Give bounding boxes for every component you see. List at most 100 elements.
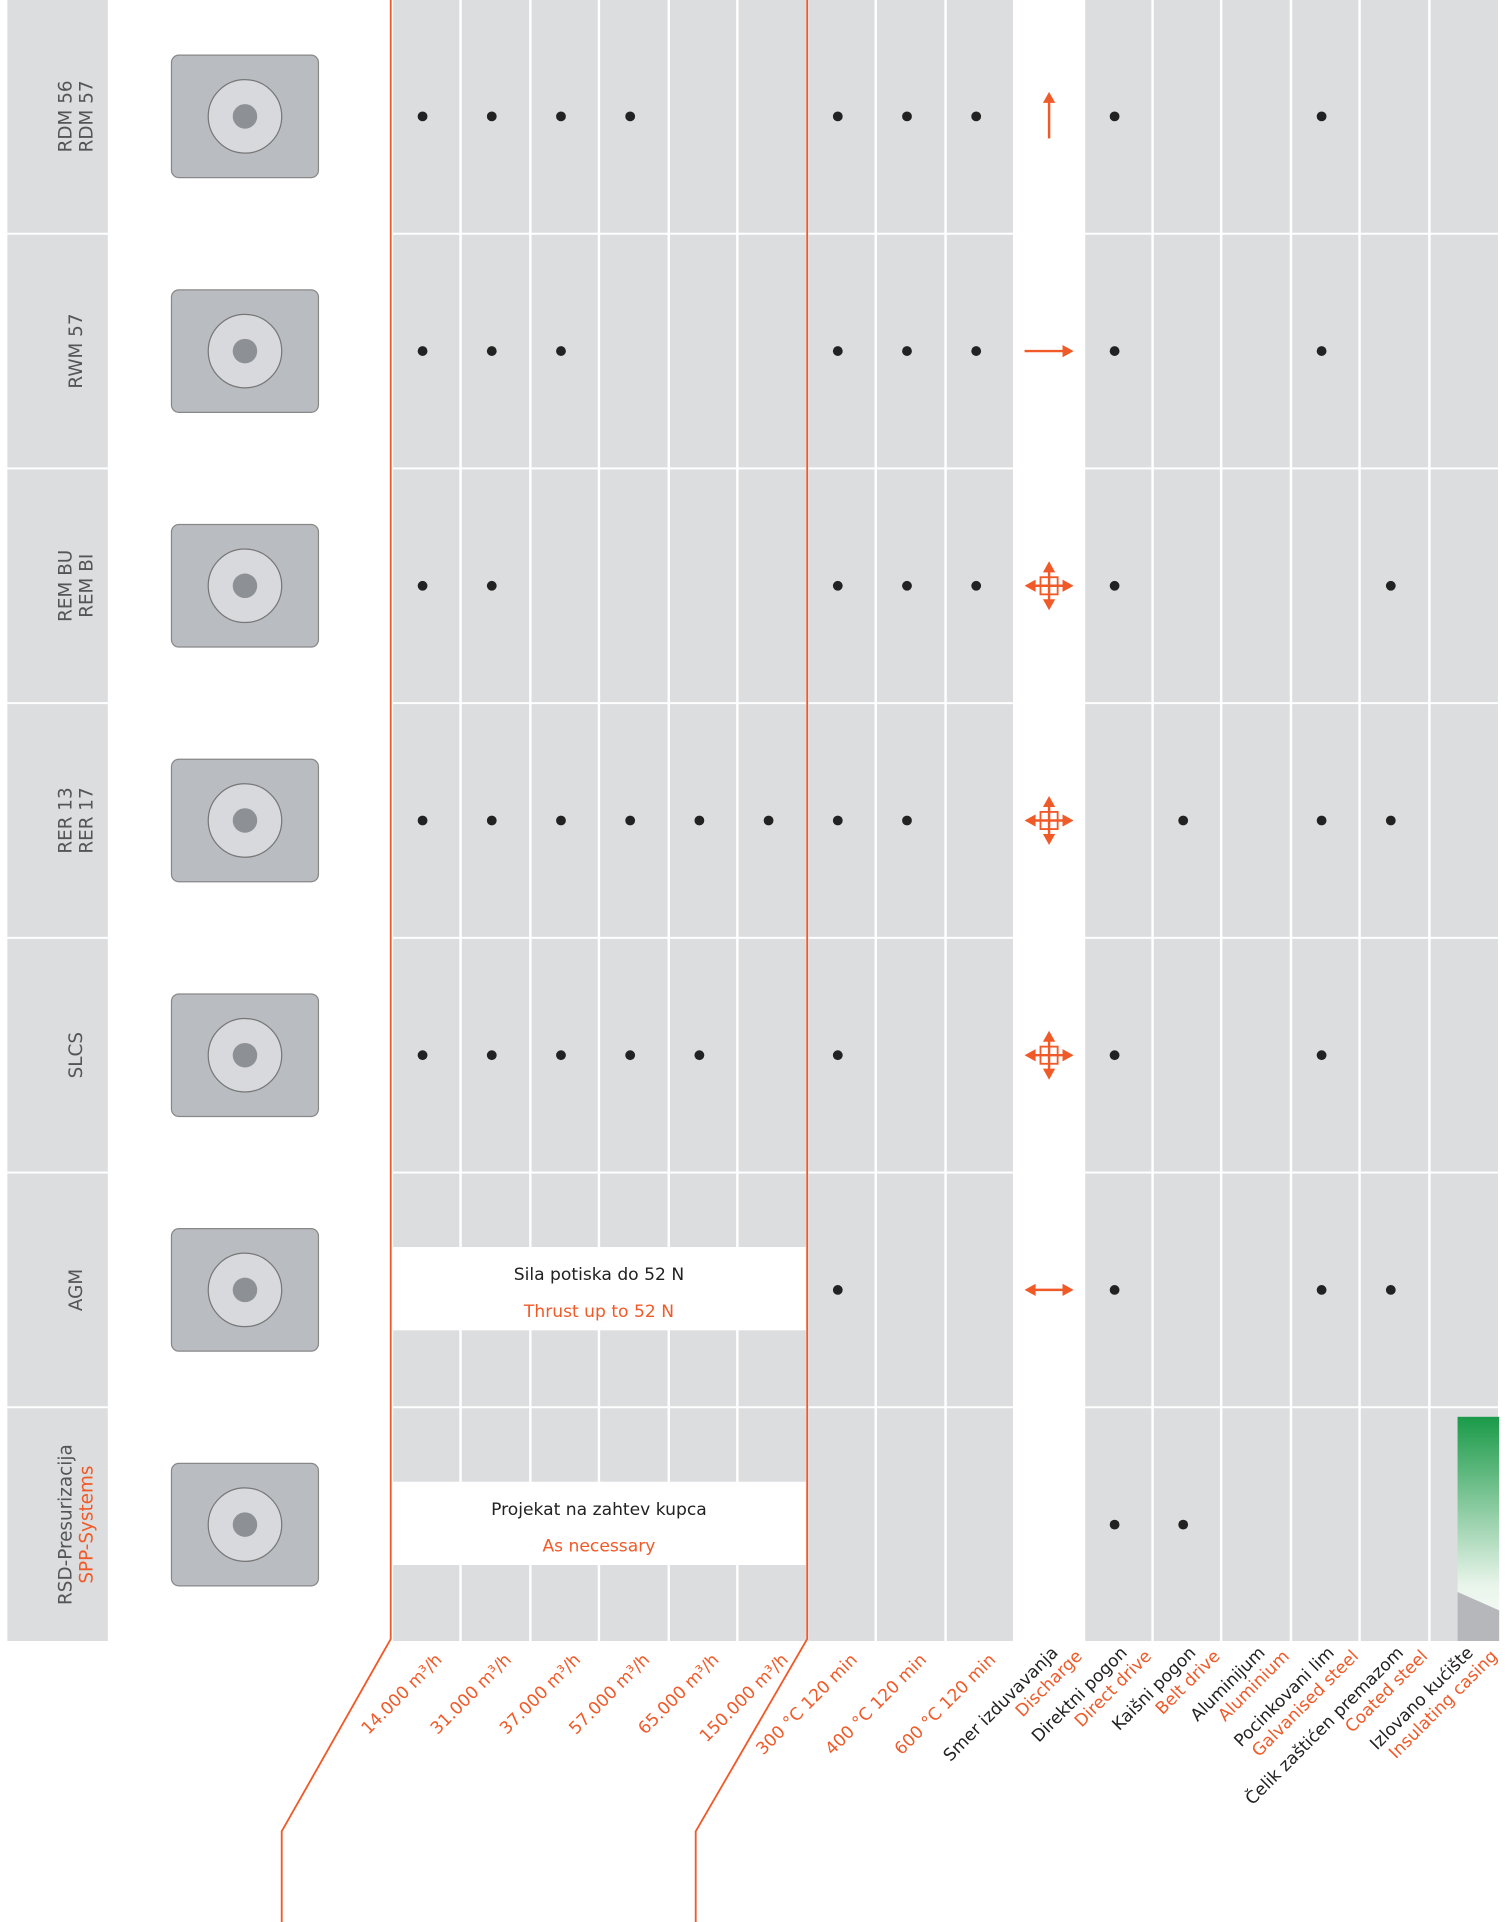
- product-image: [171, 55, 318, 177]
- cell: [1154, 0, 1220, 233]
- cell: [1222, 1174, 1289, 1407]
- cell: [532, 469, 598, 702]
- image-detail: [233, 339, 257, 363]
- dot: [625, 1050, 635, 1060]
- dot: [1110, 581, 1120, 591]
- cell: [1431, 235, 1498, 468]
- note-text: Sila potiska do 52 N: [514, 1265, 684, 1285]
- cell: [947, 704, 1013, 937]
- image-detail: [233, 1043, 257, 1067]
- comparison-table: RDM 56RDM 57 RWM 57 REM BUREM BI RER 13RER …: [0, 0, 1509, 1922]
- row-label: RWM 57: [66, 313, 87, 388]
- dot: [556, 346, 566, 356]
- cell: [670, 0, 736, 233]
- cell: [947, 1174, 1013, 1407]
- cell: [1431, 704, 1498, 937]
- dot: [418, 346, 428, 356]
- dot: [694, 1050, 704, 1060]
- row-label-line: RER 17: [76, 787, 97, 853]
- cell: [877, 939, 944, 1172]
- cell: [1361, 235, 1428, 468]
- row-label-line: SLCS: [66, 1032, 87, 1078]
- divider-line: [282, 0, 391, 1922]
- dot: [971, 346, 981, 356]
- note-text-en: As necessary: [542, 1537, 655, 1557]
- row-label-line: REM BI: [76, 554, 97, 618]
- cell: [1361, 0, 1428, 233]
- cell: [1431, 469, 1498, 702]
- cell: [670, 469, 736, 702]
- dot: [487, 581, 497, 591]
- dot: [487, 1050, 497, 1060]
- cell: [1154, 1174, 1220, 1407]
- dot: [487, 816, 497, 826]
- dot: [833, 346, 843, 356]
- label-cell: [7, 235, 107, 468]
- cell: [808, 1408, 874, 1641]
- dot: [625, 111, 635, 121]
- dot: [833, 1285, 843, 1295]
- cell: [739, 0, 806, 233]
- dot: [1386, 816, 1396, 826]
- dot: [1317, 111, 1327, 121]
- dot: [625, 816, 635, 826]
- image-detail: [233, 574, 257, 598]
- dot: [1317, 1285, 1327, 1295]
- cell: [1431, 1174, 1498, 1407]
- dot: [1110, 346, 1120, 356]
- cell: [1015, 1408, 1082, 1641]
- dot: [902, 581, 912, 591]
- row-label-line: RWM 57: [66, 313, 87, 388]
- cell: [739, 469, 806, 702]
- dot: [1178, 816, 1188, 826]
- dot: [418, 816, 428, 826]
- image-detail: [233, 808, 257, 832]
- dot: [1386, 1285, 1396, 1295]
- cell: [1431, 939, 1498, 1172]
- row-label: SLCS: [66, 1032, 87, 1078]
- dot: [1317, 346, 1327, 356]
- product-image: [171, 525, 318, 647]
- cell: [600, 469, 667, 702]
- label-cell: [7, 1174, 107, 1407]
- row-label: AGM: [66, 1269, 87, 1311]
- row-label-line: RER 13: [56, 787, 77, 853]
- row-label-line: RDM 57: [76, 80, 97, 152]
- dot: [487, 111, 497, 121]
- cell: [1154, 939, 1220, 1172]
- product-image: [171, 994, 318, 1116]
- note-text-en: Thrust up to 52 N: [523, 1302, 674, 1322]
- dot: [556, 816, 566, 826]
- row-label-line: RSD-Presurizacija: [56, 1444, 77, 1605]
- dot: [1317, 1050, 1327, 1060]
- image-detail: [233, 104, 257, 128]
- product-image: [171, 1229, 318, 1351]
- cell: [1361, 939, 1428, 1172]
- dot: [556, 1050, 566, 1060]
- cell: [1154, 469, 1220, 702]
- cell: [1292, 1408, 1358, 1641]
- page: {"columns": [ {"en": "14.000 m³/h"}, {"e…: [0, 0, 1509, 1922]
- cell: [1085, 704, 1151, 937]
- dot: [418, 1050, 428, 1060]
- cell: [670, 235, 736, 468]
- cell: [1222, 235, 1289, 468]
- cell: [739, 939, 806, 1172]
- row-label-line: AGM: [66, 1269, 87, 1311]
- dot: [556, 111, 566, 121]
- cell: [1431, 0, 1498, 233]
- dot: [1317, 816, 1327, 826]
- dot: [902, 111, 912, 121]
- dot: [418, 581, 428, 591]
- dot: [1178, 1520, 1188, 1530]
- cell: [1222, 939, 1289, 1172]
- cell: [877, 1174, 944, 1407]
- image-detail: [233, 1278, 257, 1302]
- product-image: [171, 290, 318, 412]
- dot: [1110, 1285, 1120, 1295]
- row-label-line: SPP-Systems: [76, 1466, 97, 1584]
- cell: [600, 235, 667, 468]
